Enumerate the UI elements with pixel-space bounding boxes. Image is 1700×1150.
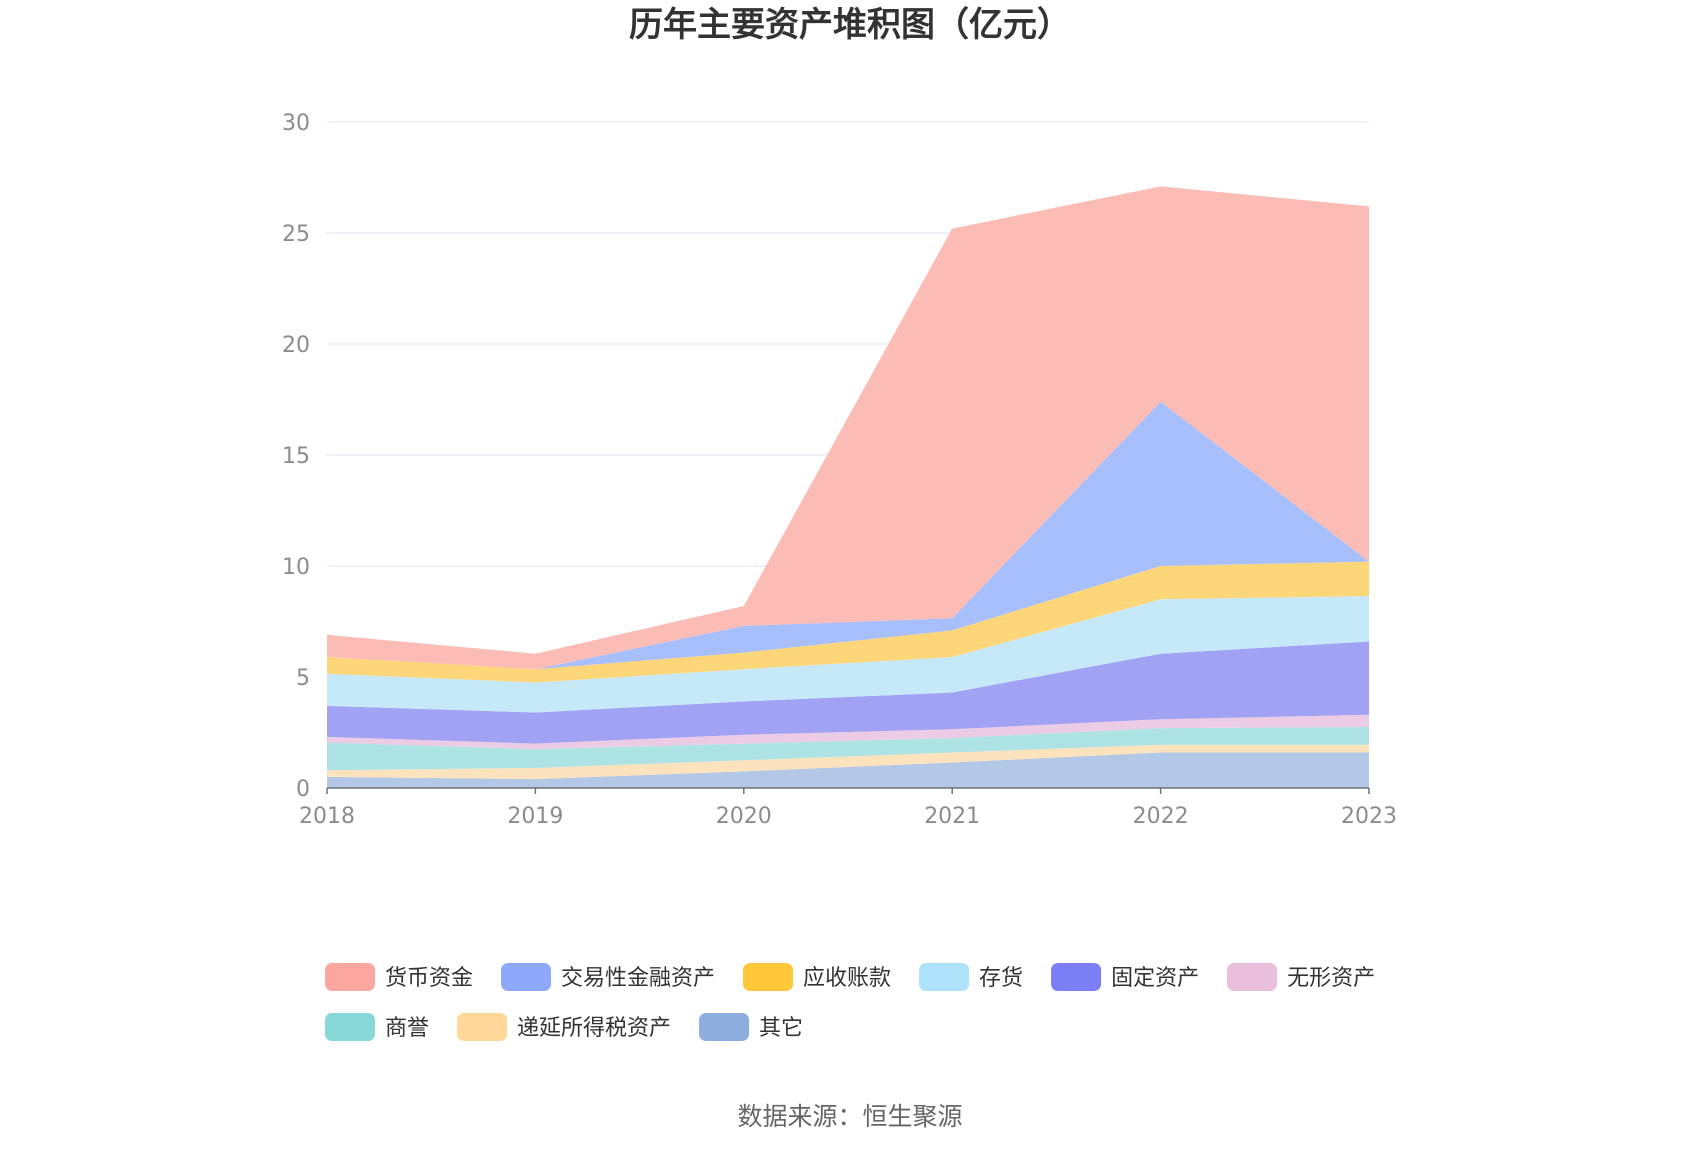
y-tick-label: 5 [296,666,310,691]
y-tick-label: 15 [282,444,310,469]
legend-label: 固定资产 [1111,966,1199,991]
area-无形资产 [327,714,1369,750]
x-tick-label: 2021 [924,804,980,829]
legend-label: 货币资金 [385,966,473,991]
y-tick-label: 20 [282,333,310,358]
legend-item: 应收账款 [743,963,891,991]
area-应收账款 [327,561,1369,683]
x-tick-label: 2023 [1341,804,1397,829]
x-tick-label: 2020 [716,804,772,829]
legend-item: 商誉 [325,1013,429,1041]
legend-label: 交易性金融资产 [561,966,715,991]
area-交易性金融资产 [327,401,1369,670]
legend-label: 其它 [759,1016,803,1041]
legend-label: 应收账款 [803,966,891,991]
legend-label: 商誉 [385,1016,429,1041]
legend-swatch [743,963,794,991]
legend-item: 存货 [919,963,1023,991]
legend-swatch [919,963,970,991]
x-tick-label: 2022 [1133,804,1189,829]
area-递延所得税资产 [327,744,1369,780]
chart-title: 历年主要资产堆积图（亿元） [629,5,1071,45]
y-tick-label: 25 [282,222,310,247]
x-tick-label: 2018 [299,804,355,829]
legend-label: 存货 [979,966,1023,991]
legend-item: 交易性金融资产 [501,963,715,991]
area-固定资产 [327,641,1369,744]
legend-item: 货币资金 [325,963,473,991]
y-tick-label: 0 [296,777,310,802]
area-存货 [327,596,1369,713]
legend-swatch [699,1013,750,1041]
legend-swatch [501,963,552,991]
x-tick-label: 2019 [507,804,563,829]
legend-item: 递延所得税资产 [457,1013,671,1041]
legend-label: 无形资产 [1287,966,1375,991]
area-商誉 [327,727,1369,771]
legend-swatch [1227,963,1278,991]
legend-item: 固定资产 [1051,963,1199,991]
y-tick-label: 10 [282,555,310,580]
legend-label: 递延所得税资产 [517,1016,671,1041]
axes: 2018 2019 2020 2021 2022 2023 [299,787,1397,829]
legend-swatch [457,1013,508,1041]
legend-item: 无形资产 [1227,963,1375,991]
area-series [327,186,1369,788]
legend-item: 其它 [699,1013,803,1041]
area-货币资金 [327,186,1369,670]
legend-swatch [325,963,375,991]
area-其它 [327,752,1369,788]
legend-swatch [1051,963,1102,991]
legend-swatch [325,1013,375,1041]
data-source: 数据来源：恒生聚源 [737,1102,962,1131]
y-tick-label: 30 [282,111,310,136]
